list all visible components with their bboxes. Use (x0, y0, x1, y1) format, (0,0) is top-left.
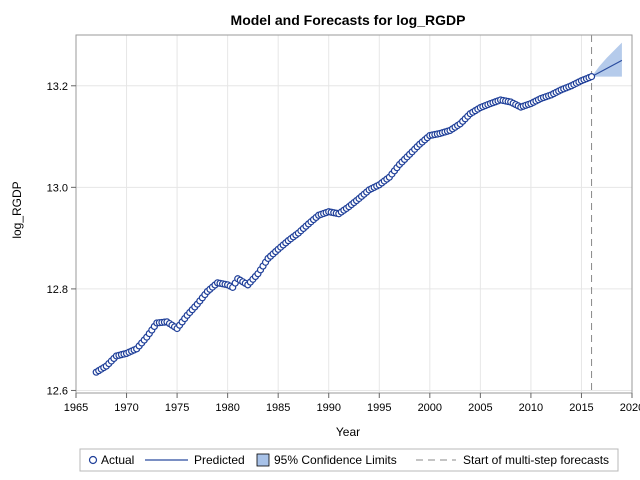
legend: Actual Predicted 95% Confidence Limits Star… (79, 448, 619, 472)
actual-points-layer (92, 73, 596, 376)
x-tick-label: 1985 (266, 402, 290, 414)
predicted-line-layer (591, 59, 623, 78)
grid-lines (75, 35, 633, 393)
x-tick-label: 1970 (114, 402, 138, 414)
y-axis: 12.6 12.8 13.0 13.2 (47, 81, 76, 397)
chart-title: Model and Forecasts for log_RGDP (231, 12, 466, 28)
x-axis: 1965 1970 1975 1980 1985 1990 1995 2000 2005 2010… (64, 393, 640, 414)
legend-band-swatch (256, 453, 270, 467)
x-tick-label: 1975 (165, 402, 189, 414)
predicted-line (591, 59, 623, 78)
y-tick-label: 13.2 (47, 81, 68, 93)
x-tick-label: 1990 (316, 402, 340, 414)
legend-actual-label: Actual (101, 453, 134, 467)
x-tick-label: 2020 (620, 402, 640, 414)
x-tick-label: 2005 (468, 402, 492, 414)
x-tick-label: 1980 (215, 402, 239, 414)
y-axis-label: log_RGDP (10, 181, 24, 238)
legend-actual-marker (88, 455, 98, 465)
legend-band-label: 95% Confidence Limits (274, 453, 397, 467)
plot-frame (75, 34, 633, 394)
y-tick-label: 13.0 (47, 182, 68, 194)
confidence-band-layer (591, 42, 622, 77)
x-axis-label: Year (336, 425, 360, 439)
y-tick-label: 12.6 (47, 385, 68, 397)
confidence-band (591, 42, 622, 77)
x-tick-label: 2015 (569, 402, 593, 414)
actual-point (587, 73, 596, 81)
x-tick-label: 2000 (418, 402, 442, 414)
legend-box (79, 448, 619, 472)
legend-predicted-label: Predicted (194, 453, 245, 467)
x-tick-label: 1965 (64, 402, 88, 414)
y-tick-label: 12.8 (47, 284, 68, 296)
legend-reference-label: Start of multi-step forecasts (463, 453, 609, 467)
x-tick-label: 2010 (519, 402, 543, 414)
x-tick-label: 1995 (367, 402, 391, 414)
